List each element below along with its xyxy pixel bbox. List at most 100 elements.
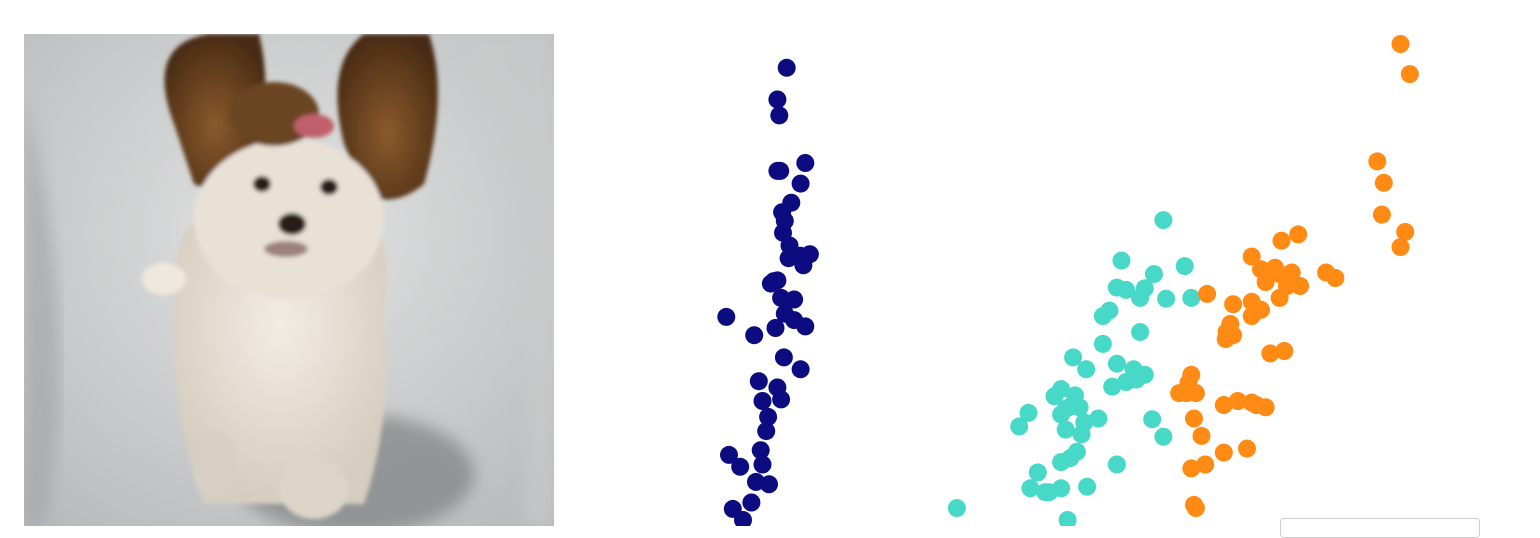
data-point [796,317,815,336]
data-point [753,392,772,410]
data-point [1019,403,1038,422]
data-point [1368,152,1387,171]
data-point [751,441,770,460]
data-point [1052,479,1071,498]
data-point [1089,409,1108,428]
data-point [1391,35,1410,53]
data-point [774,348,793,367]
data-point [770,106,789,125]
data-point [1182,459,1201,478]
data-point [794,256,813,275]
data-point [1064,348,1083,367]
data-point [1261,344,1280,363]
data-point [779,249,798,268]
data-point [764,272,783,291]
data-point [1214,396,1233,414]
data-point [1131,288,1150,307]
data-point [1145,265,1163,284]
data-point [749,372,768,391]
data-point [777,58,796,77]
data-point [1157,289,1176,308]
data-point [1093,307,1112,326]
data-point [1242,307,1261,326]
data-point [1192,426,1211,445]
data-point [791,360,810,379]
data-point [1010,417,1029,436]
data-point [731,457,750,476]
data-point [1072,425,1091,444]
data-point [1238,439,1256,458]
data-point [1400,65,1419,84]
data-point [1154,427,1173,446]
data-point [1198,284,1217,303]
data-point [1256,273,1275,291]
data-point [1077,360,1096,379]
data-point [1186,384,1205,403]
data-point [1326,269,1345,287]
series-1 [717,58,819,526]
data-point [1117,280,1136,299]
data-point [1021,479,1040,498]
series-2 [947,211,1201,526]
data-point [1391,238,1410,257]
data-point [1214,443,1233,462]
data-point [1107,455,1126,474]
data-point [1078,477,1097,496]
data-point [766,319,785,337]
data-point [947,499,966,518]
data-point [1270,288,1289,307]
data-point [1242,247,1261,266]
data-point [1374,173,1393,192]
data-point [768,90,787,109]
data-point [745,326,764,345]
data-point [1117,373,1136,391]
data-point [734,511,752,526]
dog-photo [24,34,554,526]
data-point [1056,420,1075,439]
data-point [1282,263,1301,282]
series-3 [1170,35,1419,518]
data-point [753,455,772,474]
data-point [791,174,810,193]
data-point [757,422,776,441]
data-point [1175,257,1194,276]
data-point [759,407,778,426]
data-point [1396,223,1415,241]
data-point [717,307,736,326]
data-point [1372,205,1391,224]
data-point [785,290,804,309]
data-point [1291,277,1310,295]
data-point [1112,251,1131,270]
data-point [771,161,790,180]
data-point [1224,295,1243,314]
data-point [1182,288,1201,307]
data-point [796,154,815,172]
data-point [1275,342,1294,360]
data-point [1170,384,1189,403]
data-point [1052,405,1071,424]
data-point [1154,211,1173,230]
data-point [1070,398,1089,417]
data-point [760,475,778,494]
data-point [1289,225,1308,244]
data-point [1131,323,1150,341]
data-point [772,390,791,409]
data-point [1107,354,1126,373]
data-point [1186,499,1205,518]
data-point [1216,330,1235,349]
data-point [1196,455,1215,474]
data-point [1272,231,1291,250]
legend-box [1280,518,1480,538]
data-point [1045,387,1064,406]
data-point [1058,511,1077,526]
data-point [1256,398,1275,417]
data-point [742,493,761,512]
data-point [1093,334,1112,353]
data-point [1228,392,1247,410]
data-point [1052,453,1071,472]
data-point [1028,463,1047,482]
data-point [1185,409,1203,428]
scatter-plot [600,0,1540,526]
data-point [720,445,738,464]
data-point [1103,377,1122,396]
